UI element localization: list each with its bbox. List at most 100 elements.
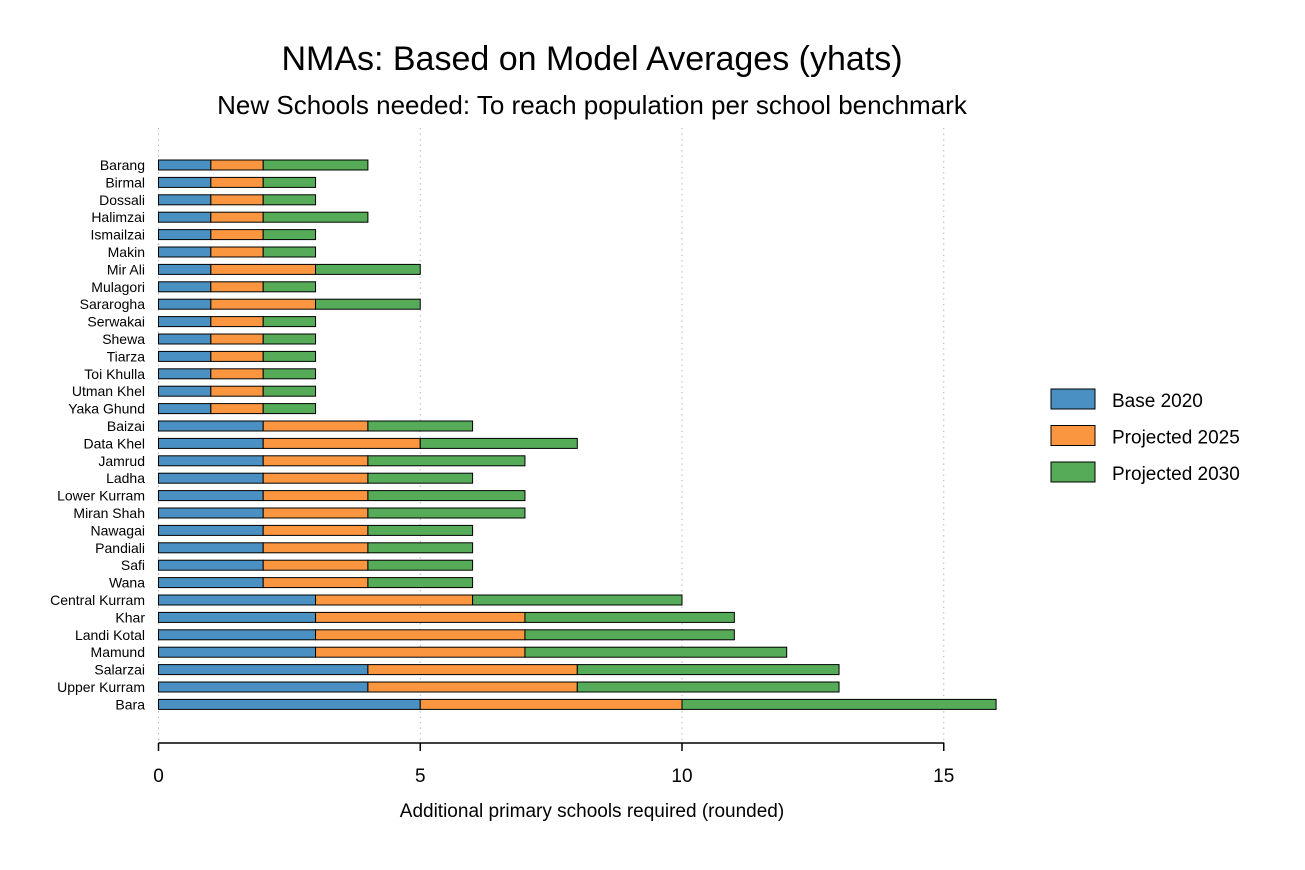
bar-nawagai-series-2 — [262, 524, 369, 536]
bar-makin-series-1 — [158, 246, 212, 258]
grid-layer — [158, 128, 945, 743]
bar-barang-series-2 — [210, 159, 264, 171]
bar-baizai-series-3 — [367, 420, 474, 432]
category-label: Shewa — [102, 331, 145, 347]
category-label: Serwakai — [87, 314, 145, 330]
bar-data-khel-series-1 — [158, 437, 264, 449]
chart-title: NMAs: Based on Model Averages (yhats) — [281, 40, 902, 78]
x-axis: 0 5 10 15 — [153, 742, 954, 787]
bar-upper-kurram-series-1 — [158, 681, 369, 693]
legend-swatch-2 — [1050, 425, 1096, 446]
bar-yaka-ghund-series-2 — [210, 403, 264, 415]
bar-safi-series-1 — [158, 559, 264, 571]
bar-khar-series-1 — [158, 611, 317, 623]
category-label: Wana — [109, 575, 145, 591]
bar-ismailzai-series-3 — [262, 229, 317, 241]
category-label: Salarzai — [94, 662, 145, 678]
bar-wana-series-3 — [367, 577, 474, 589]
bar-miran-shah-series-3 — [367, 507, 526, 519]
category-label: Jamrud — [98, 453, 145, 469]
bars-layer — [158, 159, 997, 710]
category-label: Tiarza — [107, 348, 146, 364]
bar-central-kurram-series-1 — [158, 594, 317, 606]
legend-label-3: Projected 2030 — [1112, 464, 1240, 485]
bar-halimzai-series-3 — [262, 211, 369, 223]
bar-yaka-ghund-series-1 — [158, 403, 212, 415]
category-label: Makin — [108, 244, 145, 260]
legend-label-1: Base 2020 — [1112, 391, 1203, 412]
category-label: Dossali — [99, 192, 145, 208]
bar-baizai-series-2 — [262, 420, 369, 432]
bar-ismailzai-series-1 — [158, 229, 212, 241]
category-label: Central Kurram — [50, 592, 145, 608]
bar-toi-khulla-series-2 — [210, 368, 264, 380]
bar-mamund-series-1 — [158, 646, 317, 658]
category-label: Mamund — [91, 644, 145, 660]
bar-toi-khulla-series-1 — [158, 368, 212, 380]
bar-mir-ali-series-3 — [315, 263, 421, 275]
bar-salarzai-series-3 — [576, 664, 840, 676]
bar-serwakai-series-2 — [210, 316, 264, 328]
bar-barang-series-1 — [158, 159, 212, 171]
bar-miran-shah-series-1 — [158, 507, 264, 519]
category-label: Safi — [121, 557, 145, 573]
bar-lower-kurram-series-3 — [367, 490, 526, 502]
bar-landi-kotal-series-1 — [158, 629, 317, 641]
bar-wana-series-1 — [158, 577, 264, 589]
x-tick-label: 10 — [671, 766, 692, 787]
bar-central-kurram-series-3 — [472, 594, 683, 606]
category-label: Bara — [115, 696, 145, 712]
category-label: Mir Ali — [107, 261, 145, 277]
category-label: Sararogha — [80, 296, 146, 312]
bar-shewa-series-3 — [262, 333, 317, 345]
bar-dossali-series-2 — [210, 194, 264, 206]
bar-mulagori-series-2 — [210, 281, 264, 293]
bar-lower-kurram-series-2 — [262, 490, 369, 502]
category-label: Pandiali — [95, 540, 145, 556]
bar-birmal-series-1 — [158, 176, 212, 188]
bar-makin-series-2 — [210, 246, 264, 258]
bar-nawagai-series-3 — [367, 524, 474, 536]
bar-ladha-series-1 — [158, 472, 264, 484]
bar-salarzai-series-2 — [367, 664, 578, 676]
category-label: Yaka Ghund — [68, 401, 145, 417]
bar-ladha-series-2 — [262, 472, 369, 484]
bar-jamrud-series-1 — [158, 455, 264, 467]
bar-miran-shah-series-2 — [262, 507, 369, 519]
bar-safi-series-2 — [262, 559, 369, 571]
bar-sararogha-series-1 — [158, 298, 212, 310]
bar-pandiali-series-1 — [158, 542, 264, 554]
category-label: Barang — [100, 157, 145, 173]
category-label: Landi Kotal — [75, 627, 145, 643]
category-label: Nawagai — [91, 522, 145, 538]
category-label: Khar — [115, 609, 145, 625]
bar-jamrud-series-3 — [367, 455, 526, 467]
bar-mir-ali-series-1 — [158, 263, 212, 275]
bar-makin-series-3 — [262, 246, 317, 258]
x-tick-label: 0 — [153, 766, 164, 787]
category-label: Ismailzai — [91, 227, 145, 243]
category-label: Lower Kurram — [57, 488, 145, 504]
bar-bara-series-1 — [158, 698, 421, 710]
bar-mulagori-series-1 — [158, 281, 212, 293]
x-axis-title: Additional primary schools required (rou… — [400, 801, 784, 822]
category-label: Baizai — [107, 418, 145, 434]
legend-swatch-1 — [1050, 388, 1096, 410]
category-label: Miran Shah — [73, 505, 145, 521]
bar-shewa-series-1 — [158, 333, 212, 345]
category-label: Ladha — [106, 470, 145, 486]
bar-data-khel-series-2 — [262, 437, 421, 449]
category-label: Birmal — [105, 174, 145, 190]
bar-data-khel-series-3 — [419, 437, 578, 449]
bar-utman-khel-series-1 — [158, 385, 212, 397]
category-label: Data Khel — [84, 435, 145, 451]
legend: Base 2020 Projected 2025 Projected 2030 — [1050, 388, 1240, 485]
bar-pandiali-series-3 — [367, 542, 474, 554]
bar-yaka-ghund-series-3 — [262, 403, 317, 415]
bar-khar-series-3 — [524, 611, 735, 623]
bar-wana-series-2 — [262, 577, 369, 589]
bar-safi-series-3 — [367, 559, 474, 571]
chart-subtitle: New Schools needed: To reach population … — [217, 90, 968, 120]
category-label: Halimzai — [91, 209, 145, 225]
